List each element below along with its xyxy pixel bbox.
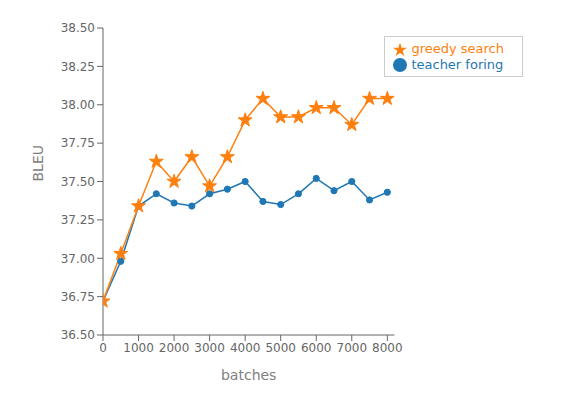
svg-text:batches: batches: [221, 367, 276, 383]
svg-text:5000: 5000: [265, 341, 296, 355]
svg-text:1000: 1000: [123, 341, 154, 355]
svg-text:37.25: 37.25: [61, 213, 95, 227]
svg-text:37.75: 37.75: [61, 136, 95, 150]
svg-text:36.75: 36.75: [61, 290, 95, 304]
svg-text:7000: 7000: [337, 341, 368, 355]
svg-text:38.25: 38.25: [61, 60, 95, 74]
html-text:greedy search: greedy search: [411, 41, 504, 56]
svg-text:38.00: 38.00: [61, 98, 95, 112]
svg-text:BLEU: BLEU: [30, 145, 46, 182]
html-text:teacher foring: teacher foring: [411, 56, 504, 72]
svg-text:2000: 2000: [159, 341, 190, 355]
svg-text:0: 0: [99, 341, 107, 355]
svg-text:36.50: 36.50: [61, 328, 95, 342]
svg-text:8000: 8000: [372, 341, 403, 355]
svg-text:38.50: 38.50: [61, 21, 95, 35]
svg-text:4000: 4000: [230, 341, 261, 355]
svg-text:37.00: 37.00: [61, 252, 95, 266]
svg-text:3000: 3000: [194, 341, 225, 355]
svg-text:37.50: 37.50: [61, 175, 95, 189]
svg-text:6000: 6000: [301, 341, 332, 355]
